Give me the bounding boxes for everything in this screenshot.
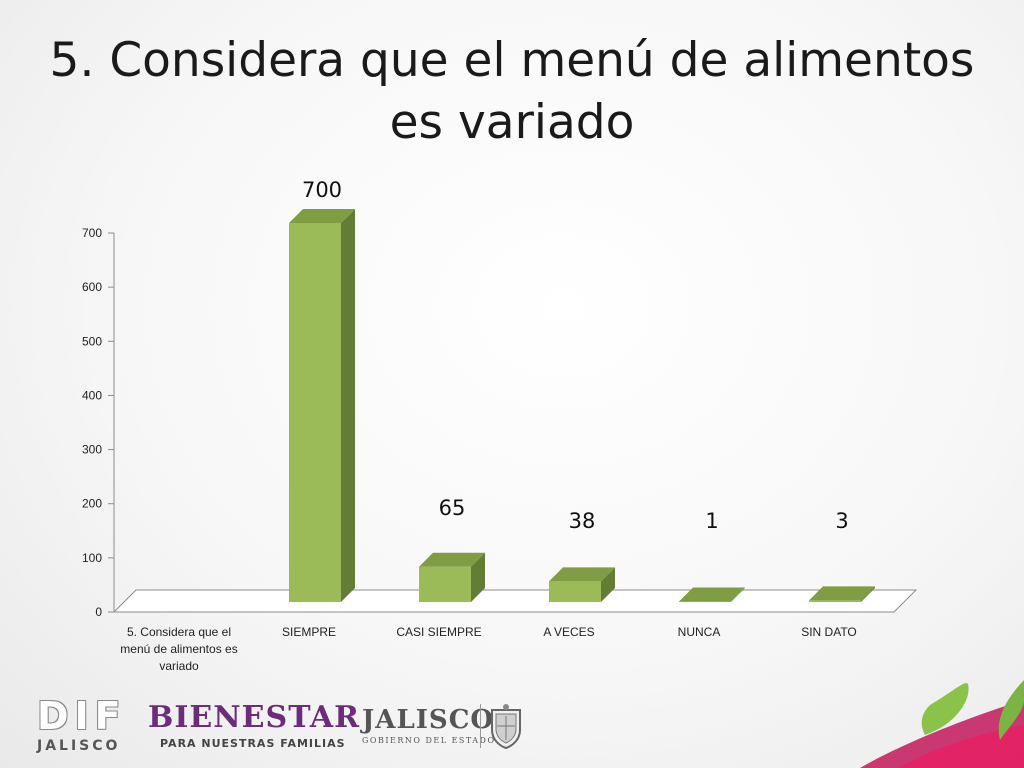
bar-top xyxy=(419,552,485,567)
bar xyxy=(419,552,485,602)
logo-divider xyxy=(480,704,481,748)
bar-front xyxy=(289,223,341,602)
slide-title: 5. Considera que el menú de alimentos es… xyxy=(49,33,975,150)
jalisco-logo-text: JALISCO xyxy=(362,705,495,735)
bienestar-logo: BIENESTAR PARA NUESTRAS FAMILIAS xyxy=(148,700,361,751)
y-tick-label: 400 xyxy=(82,388,102,402)
dif-logo-subtext: JALISCO xyxy=(37,738,121,754)
bar-top xyxy=(679,587,745,602)
bar-front xyxy=(809,600,861,602)
bar-side xyxy=(341,209,355,602)
bienestar-logo-text: BIENESTAR xyxy=(148,700,361,735)
data-label: 3 xyxy=(835,509,848,533)
bar xyxy=(549,567,615,602)
bar-front xyxy=(419,566,471,602)
bar-chart: 0 100 200 300 400 500 600 700 700 65 38 1 3 5. Consid… xyxy=(82,178,918,673)
y-tick-label: 500 xyxy=(82,334,102,348)
jalisco-logo-subtext: GOBIERNO DEL ESTADO xyxy=(362,736,496,745)
x-category-label: A VECES xyxy=(543,625,594,639)
data-label: 38 xyxy=(569,509,596,533)
x-category-label: CASI SIEMPRE xyxy=(396,625,481,639)
bar-top xyxy=(809,586,875,601)
bar xyxy=(809,586,875,602)
bar-top xyxy=(289,209,355,223)
data-label: 65 xyxy=(439,496,466,520)
bar-side xyxy=(471,552,485,602)
y-tick-label: 600 xyxy=(82,280,102,294)
data-label: 700 xyxy=(302,178,342,202)
bar-front xyxy=(679,601,731,602)
bar-side xyxy=(861,586,875,602)
y-tick-label: 100 xyxy=(82,551,102,565)
state-seal-icon xyxy=(491,704,521,750)
bienestar-logo-subtext: PARA NUESTRAS FAMILIAS xyxy=(160,737,346,750)
x-category-label: 5. Considera que el menú de alimentos es v… xyxy=(120,625,237,673)
y-tick-label: 700 xyxy=(82,226,102,240)
y-tick-label: 300 xyxy=(82,443,102,457)
data-label: 1 xyxy=(705,509,718,533)
bar-side xyxy=(731,587,745,602)
y-tick-label: 200 xyxy=(82,497,102,511)
bar xyxy=(289,209,355,602)
x-category-label: NUNCA xyxy=(678,625,721,639)
bar-front xyxy=(549,581,601,602)
bar xyxy=(679,587,745,602)
jalisco-logo: JALISCO GOBIERNO DEL ESTADO xyxy=(362,706,496,745)
bar-top xyxy=(549,567,615,582)
x-category-label: SIN DATO xyxy=(801,625,857,639)
dif-logo-text: DIF xyxy=(37,694,127,738)
x-category-label: SIEMPRE xyxy=(282,625,336,639)
y-tick-label: 0 xyxy=(95,605,102,619)
dif-jalisco-logo: DIF JALISCO xyxy=(37,694,127,754)
bar-side xyxy=(601,567,615,602)
